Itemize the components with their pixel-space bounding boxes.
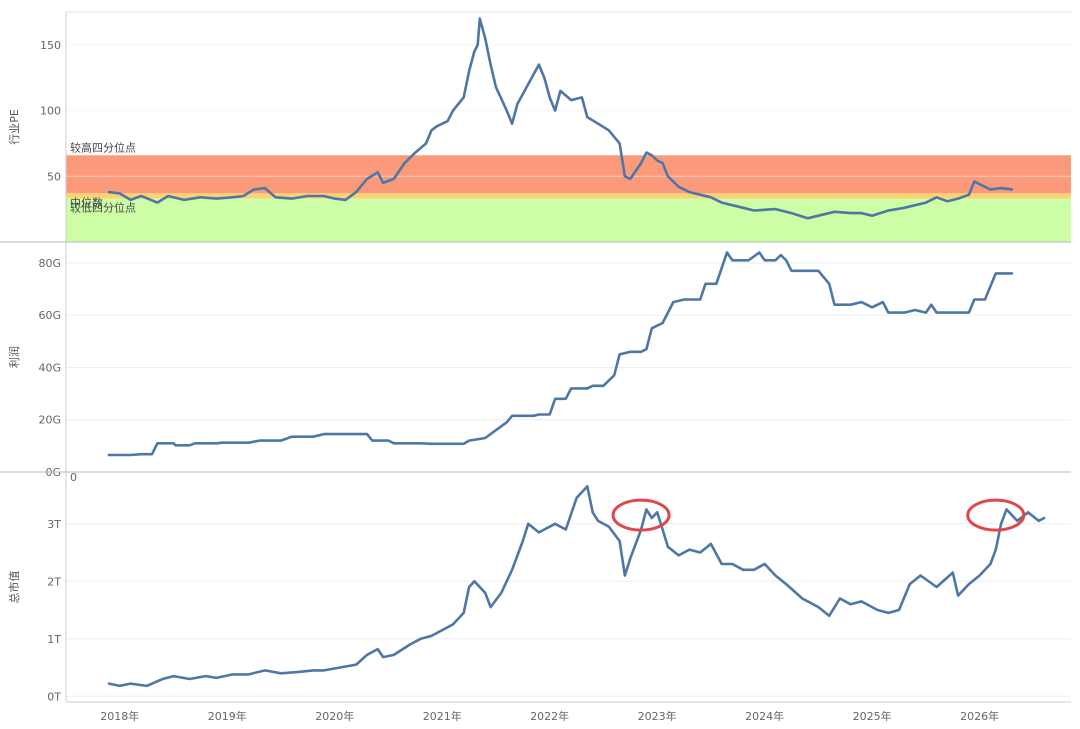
x-tick-label: 2023年 bbox=[638, 709, 677, 723]
x-tick-label: 2020年 bbox=[315, 709, 354, 723]
band-2 bbox=[66, 193, 1071, 199]
x-tick-label: 2019年 bbox=[208, 709, 247, 723]
highlight-ellipse bbox=[611, 498, 671, 532]
band-label: 较高四分位点 bbox=[70, 140, 136, 154]
y-tick-label: 50 bbox=[47, 170, 61, 183]
y-tick-label: 20G bbox=[38, 414, 61, 427]
highlight-ellipse bbox=[966, 498, 1026, 532]
x-tick-label: 2024年 bbox=[745, 709, 784, 723]
y-tick-label: 100 bbox=[40, 105, 61, 118]
x-tick-label: 2022年 bbox=[530, 709, 569, 723]
y-tick-label: 3T bbox=[47, 518, 61, 531]
x-tick-label: 2026年 bbox=[960, 709, 999, 723]
x-tick-label: 2025年 bbox=[853, 709, 892, 723]
band-3 bbox=[66, 198, 1071, 242]
y-tick-label: 60G bbox=[38, 309, 61, 322]
y-tick-label: 40G bbox=[38, 361, 61, 374]
y-axis-title: 利润 bbox=[7, 346, 21, 368]
band-label: 较低四分位点 bbox=[70, 201, 136, 215]
y-tick-label: 150 bbox=[40, 39, 61, 52]
x-tick-label: 2021年 bbox=[423, 709, 462, 723]
y-tick-label: 80G bbox=[38, 257, 61, 270]
y-tick-label: 2T bbox=[47, 575, 61, 588]
y-axis-title: 总市值 bbox=[7, 571, 21, 604]
series-line-2 bbox=[107, 251, 1014, 457]
series-line-1 bbox=[107, 17, 1014, 220]
series-line-3 bbox=[107, 485, 1046, 688]
band-label: 中位数 bbox=[70, 195, 103, 209]
x-tick-label: 2018年 bbox=[100, 709, 139, 723]
y-tick-label: 0T bbox=[47, 690, 61, 703]
band-1 bbox=[66, 155, 1071, 194]
annotation-label: 0 bbox=[70, 471, 77, 484]
y-axis-title: 行业PE bbox=[8, 109, 21, 145]
y-tick-label: 1T bbox=[47, 633, 61, 646]
